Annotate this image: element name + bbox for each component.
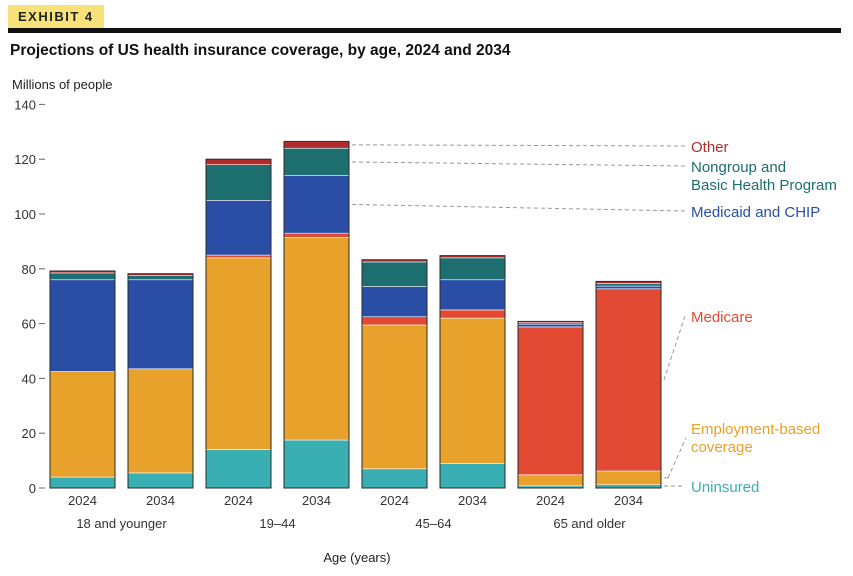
bar-segment [283, 236, 350, 441]
x-group-label: 19–44 [259, 516, 295, 531]
bar-segment [283, 439, 350, 489]
bar-segment [439, 257, 506, 281]
y-axis: 0 20 40 60 80 100 120 140 [14, 97, 45, 496]
chart-title: Projections of US health insurance cover… [10, 42, 511, 59]
legend-leader [351, 203, 686, 212]
y-tick-label: 120 [14, 152, 36, 167]
bar-segment [205, 254, 272, 259]
bar-segment [283, 175, 350, 234]
legend-leader [667, 437, 687, 479]
y-tick-label: 140 [14, 97, 36, 112]
legend-leader [663, 315, 686, 381]
bar-segment [205, 200, 272, 256]
bar-outline [205, 158, 272, 489]
legend-label: Other [691, 139, 729, 156]
y-tick-label: 0 [29, 481, 36, 496]
bar-segment [361, 324, 428, 470]
bar-segment [205, 164, 272, 201]
x-group-label: 65 and older [553, 516, 626, 531]
bar-segment [595, 288, 662, 472]
x-tick-label: 2034 [614, 493, 643, 508]
legend-label: coverage [691, 439, 753, 456]
bar-segment [49, 371, 116, 478]
bar-segment [595, 470, 662, 486]
bar-segment [361, 286, 428, 318]
bar-segment [439, 463, 506, 489]
bar-segment [361, 261, 428, 287]
y-tick-label: 80 [22, 262, 36, 277]
bar-segment [205, 158, 272, 165]
x-group-label: 18 and younger [76, 516, 167, 531]
x-tick-label: 2024 [536, 493, 565, 508]
bar-segment [361, 316, 428, 326]
bar-outline [595, 280, 662, 489]
legend-label: Medicaid and CHIP [691, 204, 820, 221]
y-axis-label: Millions of people [12, 77, 112, 92]
y-tick-label: 40 [22, 371, 36, 386]
legend-label: Basic Health Program [691, 177, 837, 194]
bar-segment [439, 309, 506, 319]
bar-segment [127, 275, 194, 281]
bar-segment [517, 474, 584, 487]
bar-segment [49, 476, 116, 489]
bar-segment [49, 279, 116, 372]
y-tick-label: 60 [22, 317, 36, 332]
bar-outline [283, 140, 350, 489]
x-tick-label: 2024 [224, 493, 253, 508]
bar-segment [283, 147, 350, 176]
bar-segment [127, 472, 194, 489]
x-tick-label: 2034 [146, 493, 175, 508]
legend-label: Medicare [691, 309, 753, 326]
bar-segment [517, 323, 584, 328]
bar-segment [127, 368, 194, 474]
bar-outline [517, 320, 584, 489]
bar-segment [283, 232, 350, 238]
bar-outline [49, 270, 116, 489]
exhibit-label: EXHIBIT 4 [8, 5, 104, 29]
title-rule [8, 28, 841, 33]
bar-segment [127, 279, 194, 370]
legend-label: Employment-based [691, 421, 820, 438]
x-tick-label: 2024 [380, 493, 409, 508]
bar-outline [439, 255, 506, 489]
x-tick-label: 2034 [458, 493, 487, 508]
x-axis-label: Age (years) [323, 550, 390, 565]
legend-label: Nongroup and [691, 159, 786, 176]
x-tick-label: 2034 [302, 493, 331, 508]
bar-outline [361, 259, 428, 489]
bar-segment [439, 279, 506, 311]
bar-segment [283, 141, 350, 149]
bar-outline [127, 273, 194, 489]
y-tick-label: 20 [22, 426, 36, 441]
bar-segment [205, 449, 272, 489]
bar-segment [595, 283, 662, 287]
x-group-label: 45–64 [415, 516, 451, 531]
bar-segment [361, 468, 428, 489]
bars-layer [49, 140, 662, 489]
bar-segment [49, 272, 116, 281]
legend-leader [351, 144, 686, 147]
bar-segment [439, 317, 506, 464]
bar-segment [205, 257, 272, 450]
y-tick-label: 100 [14, 207, 36, 222]
x-tick-label: 2024 [68, 493, 97, 508]
legend-label: Uninsured [691, 479, 759, 496]
x-axis: 2024 2034 2024 2034 2024 2034 2024 2034 18 and y… [68, 493, 643, 531]
bar-segment [595, 285, 662, 290]
legend-leader [351, 161, 686, 167]
bar-segment [517, 326, 584, 476]
